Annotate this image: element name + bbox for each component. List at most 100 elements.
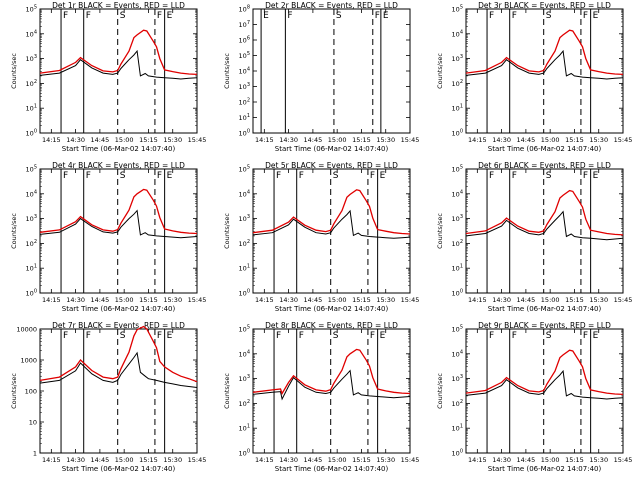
x-tick-label: 14:30 (279, 456, 298, 464)
y-tick-label: 101 (239, 424, 250, 433)
time-marker-label: F (86, 11, 91, 21)
x-axis-label: Start Time (06-Mar-02 14:07:40) (488, 145, 602, 153)
x-tick-label: 15:45 (401, 296, 420, 304)
y-tick-label: 103 (26, 214, 37, 223)
chart-title: Det 9r BLACK = Events, RED = LLD (478, 321, 611, 330)
chart-title: Det 5r BLACK = Events, RED = LLD (265, 161, 398, 170)
time-marker-label: F (157, 11, 162, 21)
x-tick-label: 15:30 (376, 296, 395, 304)
x-tick-label: 15:00 (115, 296, 134, 304)
x-tick-label: 15:45 (188, 136, 207, 144)
y-tick-label: 1 (33, 450, 37, 458)
y-tick-label: 102 (452, 79, 463, 88)
y-tick-label: 104 (26, 29, 37, 38)
y-tick-label: 105 (239, 51, 250, 60)
x-axis-label: Start Time (06-Mar-02 14:07:40) (488, 465, 602, 473)
x-tick-label: 15:30 (163, 296, 182, 304)
time-marker-label: F (489, 11, 494, 21)
x-tick-label: 15:00 (328, 296, 347, 304)
time-marker-label: F (276, 171, 281, 181)
x-tick-label: 14:15 (255, 296, 274, 304)
series-line-lld (252, 189, 411, 235)
time-marker-label: E (380, 331, 386, 341)
time-marker-label: F (370, 171, 375, 181)
chart-panel-det-3r: Det 3r BLACK = Events, RED = LLD 100 101 10… (436, 1, 632, 153)
y-tick-label: 105 (239, 165, 250, 174)
x-tick-label: 15:00 (541, 456, 560, 464)
time-marker-label: F (512, 11, 517, 21)
x-tick-label: 15:15 (565, 136, 584, 144)
x-tick-label: 14:15 (255, 136, 274, 144)
plot-frame (465, 168, 624, 294)
x-tick-label: 15:15 (139, 136, 158, 144)
x-tick-label: 14:45 (517, 136, 536, 144)
plot-frame (252, 328, 411, 454)
y-tick-label: 10000 (16, 326, 37, 334)
y-tick-label: 104 (239, 67, 250, 76)
x-tick-label: 14:15 (42, 136, 61, 144)
y-tick-label: 103 (452, 374, 463, 383)
time-marker-label: F (299, 171, 304, 181)
x-axis-label: Start Time (06-Mar-02 14:07:40) (488, 305, 602, 313)
x-tick-label: 14:15 (255, 456, 274, 464)
chart-panel-det-7r: Det 7r BLACK = Events, RED = LLD 1 10 100 10… (10, 321, 206, 473)
y-tick-label: 108 (239, 5, 250, 14)
time-marker-label: F (512, 171, 517, 181)
y-tick-label: 104 (452, 349, 463, 358)
chart-title: Det 3r BLACK = Events, RED = LLD (478, 1, 611, 10)
chart-title: Det 1r BLACK = Events, RED = LLD (52, 1, 185, 10)
time-marker-label: F (63, 331, 68, 341)
time-marker-label: F (86, 171, 91, 181)
y-tick-label: 102 (239, 399, 250, 408)
chart-panel-det-5r: Det 5r BLACK = Events, RED = LLD 100 101 10… (223, 161, 419, 313)
series-line-events (252, 369, 411, 401)
x-tick-label: 15:15 (139, 296, 158, 304)
x-tick-label: 15:45 (614, 296, 633, 304)
time-marker-label: E (380, 171, 386, 181)
y-tick-label: 103 (239, 374, 250, 383)
chart-panel-det-4r: Det 4r BLACK = Events, RED = LLD 100 101 10… (10, 161, 206, 313)
x-tick-label: 14:30 (279, 296, 298, 304)
x-axis-label: Start Time (06-Mar-02 14:07:40) (62, 465, 176, 473)
series-line-events (39, 351, 198, 388)
time-marker-label: F (157, 331, 162, 341)
y-axis-label: Counts/sec (10, 213, 18, 249)
y-tick-label: 100 (452, 289, 463, 298)
time-marker-label: F (86, 331, 91, 341)
time-marker-label: S (336, 11, 342, 21)
plot-frame (39, 168, 198, 294)
y-tick-label: 100 (452, 129, 463, 138)
x-tick-label: 14:30 (66, 296, 85, 304)
y-tick-label: 101 (452, 104, 463, 113)
x-tick-label: 15:45 (614, 136, 633, 144)
chart-title: Det 8r BLACK = Events, RED = LLD (265, 321, 398, 330)
y-tick-label: 102 (452, 239, 463, 248)
series-line-lld (465, 189, 624, 236)
y-tick-label: 100 (26, 129, 37, 138)
x-axis-label: Start Time (06-Mar-02 14:07:40) (62, 305, 176, 313)
x-tick-label: 15:15 (139, 456, 158, 464)
y-tick-label: 1000 (20, 357, 37, 365)
x-tick-label: 15:00 (328, 456, 347, 464)
x-tick-label: 14:45 (304, 296, 323, 304)
y-axis-label: Counts/sec (436, 213, 444, 249)
y-tick-label: 104 (239, 189, 250, 198)
x-tick-label: 14:45 (517, 296, 536, 304)
y-tick-label: 101 (26, 264, 37, 273)
x-tick-label: 15:15 (352, 136, 371, 144)
time-marker-label: E (383, 11, 389, 21)
x-tick-label: 15:30 (589, 296, 608, 304)
y-axis-label: Counts/sec (10, 53, 18, 89)
x-tick-label: 15:30 (589, 136, 608, 144)
x-tick-label: 14:30 (492, 456, 511, 464)
chart-panel-det-9r: Det 9r BLACK = Events, RED = LLD 100 101 10… (436, 321, 632, 473)
time-marker-label: F (583, 11, 588, 21)
x-tick-label: 14:45 (91, 136, 110, 144)
chart-title: Det 7r BLACK = Events, RED = LLD (52, 321, 185, 330)
x-tick-label: 15:45 (188, 456, 207, 464)
series-line-lld (252, 348, 411, 396)
y-tick-label: 104 (452, 29, 463, 38)
y-tick-label: 102 (239, 239, 250, 248)
series-line-lld (465, 349, 624, 396)
